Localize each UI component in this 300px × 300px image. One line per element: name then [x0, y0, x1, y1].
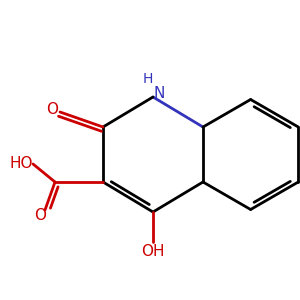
Text: N: N: [153, 86, 165, 101]
Text: O: O: [46, 103, 58, 118]
Text: H: H: [143, 72, 153, 86]
Text: OH: OH: [141, 244, 165, 260]
Text: HO: HO: [9, 157, 33, 172]
Text: O: O: [34, 208, 46, 223]
